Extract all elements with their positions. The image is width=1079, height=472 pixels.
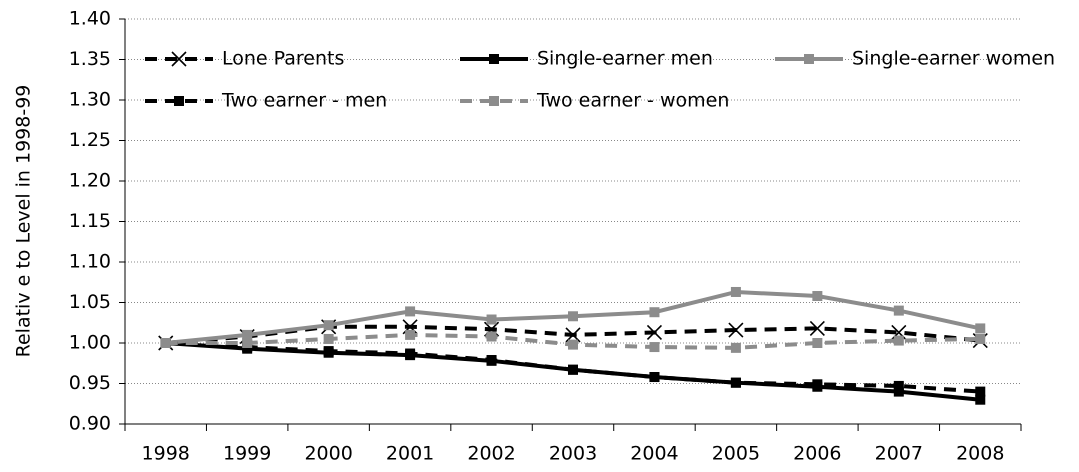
legend-label: Single-earner men <box>537 48 713 70</box>
y-tick-label: 1.05 <box>69 291 111 313</box>
legend-label: Two earner - men <box>221 90 387 112</box>
data-point <box>730 342 741 353</box>
data-point <box>730 286 741 297</box>
y-tick-label: 1.15 <box>69 210 111 232</box>
data-point <box>568 364 578 375</box>
data-point <box>646 324 663 341</box>
data-point <box>323 320 334 331</box>
data-point <box>405 329 416 340</box>
data-point <box>649 307 660 318</box>
y-tick-label: 1.40 <box>69 8 111 30</box>
data-point <box>568 311 578 322</box>
legend-marker <box>171 51 187 67</box>
data-point <box>565 327 581 343</box>
data-point <box>893 335 904 346</box>
data-point <box>486 314 497 325</box>
data-point <box>893 305 904 316</box>
data-point <box>486 355 497 366</box>
x-tick-label: 2004 <box>630 443 678 465</box>
data-point <box>242 329 253 340</box>
legend-marker <box>489 54 499 64</box>
data-point <box>812 291 823 302</box>
y-tick-label: 1.25 <box>69 129 111 151</box>
x-tick-label: 1998 <box>142 443 190 465</box>
data-point <box>649 372 660 383</box>
data-point <box>975 386 986 397</box>
data-point <box>975 394 986 405</box>
data-point <box>893 380 904 391</box>
x-tick-label: 2001 <box>386 443 434 465</box>
data-point <box>809 320 825 336</box>
legend-marker <box>804 54 814 64</box>
data-point <box>160 338 171 348</box>
y-tick-label: 1.35 <box>69 48 111 70</box>
y-tick-label: 0.90 <box>69 413 111 435</box>
x-tick-label: 2006 <box>793 443 841 465</box>
x-tick-label: 2002 <box>467 443 515 465</box>
data-point <box>405 348 416 359</box>
data-point <box>323 333 334 344</box>
x-tick-label: 2005 <box>712 443 760 465</box>
data-point <box>975 333 986 344</box>
data-point <box>730 377 741 388</box>
data-point <box>649 342 660 353</box>
y-tick-label: 1.10 <box>69 251 111 273</box>
y-tick-label: 1.20 <box>69 170 111 192</box>
x-tick-label: 2007 <box>875 443 923 465</box>
x-tick-label: 2008 <box>956 443 1004 465</box>
y-tick-label: 0.95 <box>69 372 111 394</box>
legend-marker <box>174 96 184 106</box>
data-point <box>812 338 823 348</box>
y-axis-label: Relativ e to Level in 1998-99 <box>13 85 35 358</box>
legend-marker <box>489 96 499 106</box>
data-point <box>893 386 904 397</box>
data-point <box>486 331 497 342</box>
data-point <box>568 339 578 350</box>
data-point <box>975 323 986 334</box>
legend-label: Lone Parents <box>222 48 344 70</box>
data-point <box>728 322 744 338</box>
x-tick-label: 2000 <box>304 443 352 465</box>
data-point <box>812 379 823 390</box>
legend-label: Single-earner women <box>852 48 1055 70</box>
y-tick-label: 1.00 <box>69 332 111 354</box>
legend-label: Two earner - women <box>536 90 729 112</box>
x-tick-label: 1999 <box>223 443 271 465</box>
data-point <box>405 306 416 317</box>
x-tick-label: 2003 <box>549 443 597 465</box>
data-point <box>242 338 253 348</box>
data-point <box>323 346 334 357</box>
y-tick-label: 1.30 <box>69 89 111 111</box>
